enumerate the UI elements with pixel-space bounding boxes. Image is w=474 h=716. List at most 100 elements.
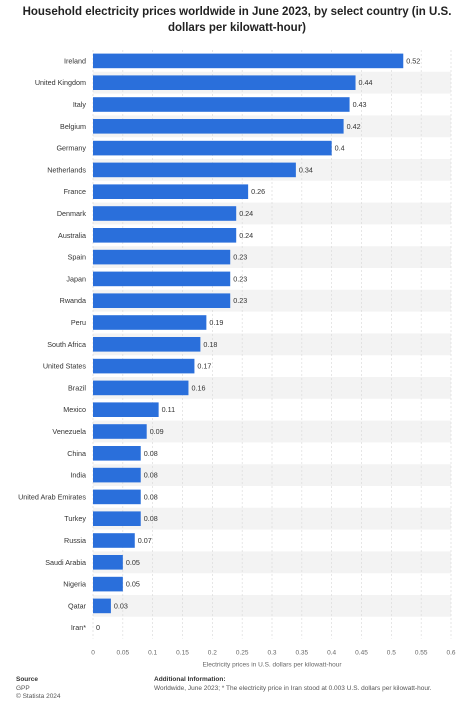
- category-label: United Arab Emirates: [18, 492, 86, 501]
- category-label: Australia: [58, 231, 86, 240]
- bar: [93, 424, 147, 439]
- value-label: 0.16: [191, 383, 205, 392]
- bar: [93, 467, 141, 483]
- category-label: United States: [43, 362, 87, 371]
- source-line: GPP: [16, 684, 30, 692]
- bar: [93, 206, 237, 221]
- category-label: Denmark: [57, 209, 87, 218]
- category-label: Italy: [73, 100, 87, 109]
- value-label: 0.05: [126, 558, 140, 567]
- value-label: 0.26: [251, 187, 265, 196]
- category-label: Russia: [64, 536, 86, 545]
- bar: [93, 119, 344, 134]
- tick-label: 0.5: [387, 650, 396, 657]
- category-label: Spain: [68, 253, 86, 262]
- category-label: Ireland: [64, 56, 86, 65]
- additional-info-block: Additional Information: Worldwide, June …: [154, 676, 432, 693]
- value-label: 0.4: [335, 144, 345, 153]
- bar: [93, 511, 141, 526]
- bar: [93, 358, 195, 374]
- category-label: United Kingdom: [35, 78, 86, 87]
- category-label: Nigeria: [63, 580, 86, 589]
- category-label: Mexico: [63, 405, 86, 414]
- value-label: 0.08: [144, 471, 158, 480]
- tick-label: 0.55: [415, 650, 428, 657]
- tick-label: 0.3: [267, 650, 276, 657]
- bar: [93, 402, 159, 417]
- bar: [93, 75, 356, 90]
- tick-label: 0.2: [208, 650, 217, 657]
- tick-label: 0: [91, 650, 95, 657]
- category-label: Japan: [66, 274, 86, 283]
- value-label: 0.19: [209, 318, 223, 327]
- category-label: Iran*: [71, 623, 86, 632]
- category-label: India: [70, 471, 86, 480]
- source-line: © Statista 2024: [16, 693, 61, 700]
- category-label: Rwanda: [60, 296, 86, 305]
- value-label: 0.05: [126, 580, 140, 589]
- bar: [93, 555, 123, 570]
- value-label: 0.34: [299, 165, 313, 174]
- category-label: Belgium: [60, 122, 86, 131]
- category-label: Netherlands: [47, 165, 86, 174]
- value-label: 0.08: [144, 514, 158, 523]
- bar: [93, 598, 111, 614]
- value-label: 0.08: [144, 449, 158, 458]
- value-label: 0.24: [239, 231, 253, 240]
- bar: [93, 533, 135, 548]
- category-label: Turkey: [64, 514, 86, 523]
- value-label: 0.42: [347, 122, 361, 131]
- bar: [93, 184, 249, 199]
- tick-label: 0.35: [296, 650, 309, 657]
- value-label: 0.23: [233, 296, 247, 305]
- category-label: Qatar: [68, 601, 87, 610]
- value-label: 0.11: [162, 405, 175, 414]
- bar: [93, 162, 296, 178]
- bar-chart: Ireland 0.52 United Kingdom 0.44 Italy 0.43 Be…: [18, 50, 456, 669]
- value-label: 0.44: [359, 78, 373, 87]
- category-label: China: [67, 449, 86, 458]
- bar: [93, 337, 201, 352]
- category-label: South Africa: [47, 340, 86, 349]
- chart-title: Household electricity prices worldwide i…: [22, 6, 452, 34]
- value-label: 0.18: [203, 340, 217, 349]
- value-label: 0.08: [144, 492, 158, 501]
- bar: [93, 446, 141, 461]
- bar: [93, 140, 332, 156]
- source-block: Source GPP © Statista 2024: [16, 676, 61, 702]
- value-label: 0.43: [353, 100, 367, 109]
- category-label: France: [64, 187, 86, 196]
- value-label: 0: [96, 623, 100, 632]
- tick-label: 0.6: [446, 650, 455, 657]
- x-axis-label: Electricity prices in U.S. dollars per k…: [202, 662, 342, 669]
- value-label: 0.07: [138, 536, 152, 545]
- tick-label: 0.15: [176, 650, 189, 657]
- bar: [93, 53, 404, 69]
- category-label: Venezuela: [52, 427, 86, 436]
- category-label: Germany: [56, 144, 86, 153]
- bar: [93, 489, 141, 505]
- tick-label: 0.05: [117, 650, 130, 657]
- bar: [93, 249, 231, 265]
- value-label: 0.52: [406, 56, 420, 65]
- additional-info-heading: Additional Information:: [154, 676, 226, 683]
- tick-label: 0.25: [236, 650, 249, 657]
- additional-info-text: Worldwide, June 2023; * The electricity …: [154, 684, 432, 692]
- value-label: 0.09: [150, 427, 164, 436]
- bar: [93, 576, 123, 592]
- value-label: 0.24: [239, 209, 253, 218]
- tick-label: 0.45: [355, 650, 368, 657]
- category-label: Saudi Arabia: [45, 558, 86, 567]
- bar: [93, 271, 231, 287]
- value-label: 0.23: [233, 274, 247, 283]
- category-label: Peru: [71, 318, 86, 327]
- tick-label: 0.1: [148, 650, 157, 657]
- value-label: 0.23: [233, 253, 247, 262]
- source-heading: Source: [16, 676, 39, 683]
- tick-label: 0.4: [327, 650, 336, 657]
- value-label: 0.17: [197, 362, 211, 371]
- category-label: Brazil: [68, 383, 86, 392]
- bar: [93, 293, 231, 308]
- bar: [93, 228, 237, 243]
- value-label: 0.03: [114, 601, 128, 610]
